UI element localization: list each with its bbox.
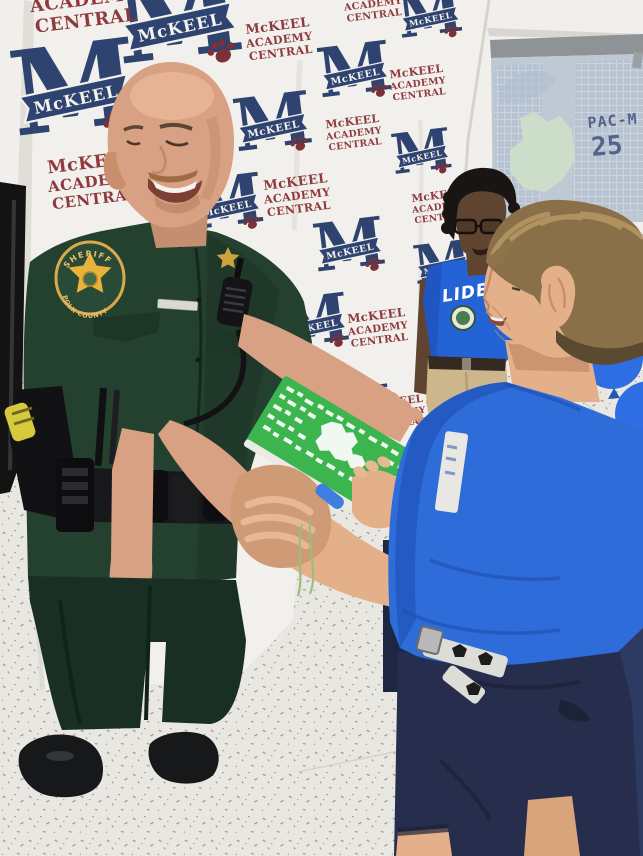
officer-pocket-left bbox=[92, 312, 160, 342]
banner-text bbox=[386, 61, 448, 104]
soccer-belt bbox=[415, 625, 508, 704]
teen-mouth bbox=[472, 248, 488, 256]
dark-strip-highlight bbox=[8, 200, 16, 470]
balloon-knot bbox=[608, 388, 620, 399]
green-string bbox=[296, 519, 315, 597]
boy-smile-crease bbox=[491, 305, 511, 331]
boy-leg-right bbox=[524, 796, 580, 856]
boy-chin-line bbox=[494, 329, 519, 349]
banner-text bbox=[260, 170, 334, 220]
boy-plaque-fingers bbox=[377, 456, 391, 468]
head-highlight bbox=[130, 72, 214, 120]
banner-logo bbox=[307, 201, 391, 289]
sheriff-patch: SHERIFF POLK COUNTY bbox=[54, 240, 126, 320]
boy-hair-fringe bbox=[486, 240, 516, 268]
boy-shirt-folds bbox=[401, 382, 581, 635]
boy-shorts bbox=[394, 650, 640, 856]
screen-green-pixel-blob bbox=[510, 112, 575, 192]
screen-haze bbox=[500, 70, 556, 103]
officer-mustache bbox=[148, 170, 198, 183]
boy-ear bbox=[540, 265, 576, 329]
boy-teeth bbox=[490, 316, 505, 322]
officer-head bbox=[103, 62, 234, 248]
banner-logo bbox=[311, 24, 398, 115]
patch-seal bbox=[82, 271, 98, 287]
officer-ear bbox=[103, 152, 126, 190]
screen-right-panel bbox=[572, 58, 643, 216]
trouser-creases bbox=[58, 585, 152, 725]
banner-logo bbox=[227, 73, 319, 170]
banner-text bbox=[242, 14, 316, 64]
officer-brow-right bbox=[159, 122, 193, 131]
banner-text bbox=[344, 304, 411, 351]
banner-logo bbox=[392, 0, 468, 53]
background-student: LIDERIS bbox=[414, 167, 524, 452]
officer-shoe-left bbox=[18, 734, 104, 798]
holster-gear bbox=[4, 386, 94, 532]
boy-shorts-creases bbox=[438, 678, 581, 821]
screen-pixel-text-2: 25 bbox=[590, 130, 624, 163]
teen-hair-twists bbox=[441, 222, 453, 234]
boy-eye bbox=[511, 286, 521, 292]
boy-hair-strands bbox=[489, 211, 643, 258]
officer-teeth bbox=[152, 180, 197, 193]
officer-shoe-right bbox=[148, 731, 219, 784]
screen-top-bar bbox=[490, 34, 643, 58]
belt-strap-2 bbox=[108, 389, 120, 465]
banner-left-crease bbox=[18, 0, 45, 690]
face-shadow bbox=[200, 116, 221, 200]
belt-buckle bbox=[415, 625, 444, 655]
teen-belt-buckle bbox=[462, 358, 471, 370]
belt-strap-1 bbox=[94, 387, 107, 467]
boy-shirt-logo-marks bbox=[444, 444, 458, 476]
screen-pixel-text-1: PAC-M bbox=[587, 110, 639, 132]
teen-shirt-shade bbox=[423, 262, 442, 364]
blue-wristband bbox=[315, 483, 344, 509]
officer-brow-left bbox=[123, 125, 144, 132]
officer-smile bbox=[148, 178, 202, 203]
officer-legs bbox=[18, 576, 246, 798]
mic-grill bbox=[222, 286, 247, 314]
screen-bracket bbox=[631, 51, 643, 69]
belt-radio bbox=[56, 458, 94, 532]
boy-shorts-pocket bbox=[558, 700, 590, 722]
foreground-boy bbox=[388, 199, 643, 856]
officer-goatee bbox=[154, 194, 200, 214]
shorts-hem-shadow bbox=[398, 824, 449, 836]
officer-plaque-arm bbox=[238, 314, 418, 442]
mic-antenna bbox=[233, 257, 245, 279]
soccer-pentagons bbox=[452, 644, 493, 695]
boy-fingers bbox=[240, 496, 316, 550]
teen-shirt-logo-center bbox=[456, 311, 470, 325]
officer-nose bbox=[151, 145, 167, 175]
plaque-center-blob bbox=[315, 421, 358, 462]
boy-shirt-sleeve-shade bbox=[395, 382, 520, 648]
mag-pouch-2 bbox=[172, 474, 199, 522]
officer-eye-left bbox=[126, 139, 141, 146]
boy-ear-inner bbox=[548, 277, 566, 313]
officer-eye-right bbox=[165, 139, 189, 147]
officer-name-plate bbox=[157, 298, 199, 312]
boy-hair-nape bbox=[556, 330, 643, 365]
shoe-shine bbox=[46, 751, 74, 761]
officer-hanging-arm bbox=[109, 428, 154, 617]
officer-placket bbox=[188, 247, 203, 523]
taser-grip-lines bbox=[11, 406, 35, 426]
officer-badge-star bbox=[216, 247, 240, 269]
banner-logo bbox=[386, 114, 457, 188]
projection-screen: PAC-M 25 bbox=[490, 34, 643, 222]
banner-text bbox=[322, 111, 384, 154]
radio-detail bbox=[62, 496, 88, 504]
teen-glasses bbox=[453, 218, 504, 235]
